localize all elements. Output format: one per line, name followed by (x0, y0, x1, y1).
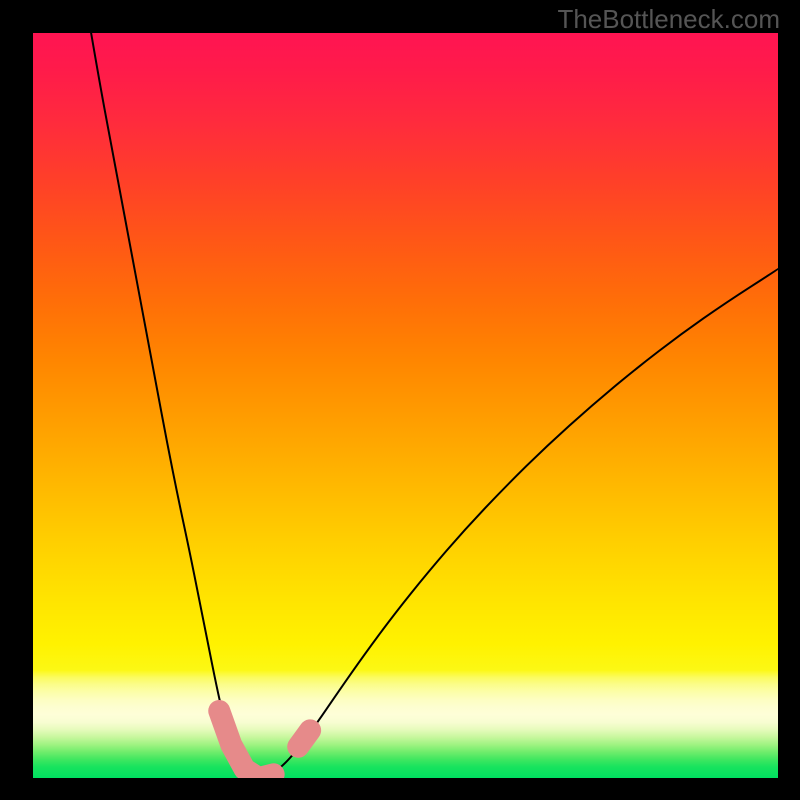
watermark-text: TheBottleneck.com (557, 4, 780, 35)
plot-area (33, 33, 778, 778)
chart-canvas: TheBottleneck.com (0, 0, 800, 800)
gradient-background (33, 33, 778, 778)
marker-cluster-right (298, 730, 310, 746)
